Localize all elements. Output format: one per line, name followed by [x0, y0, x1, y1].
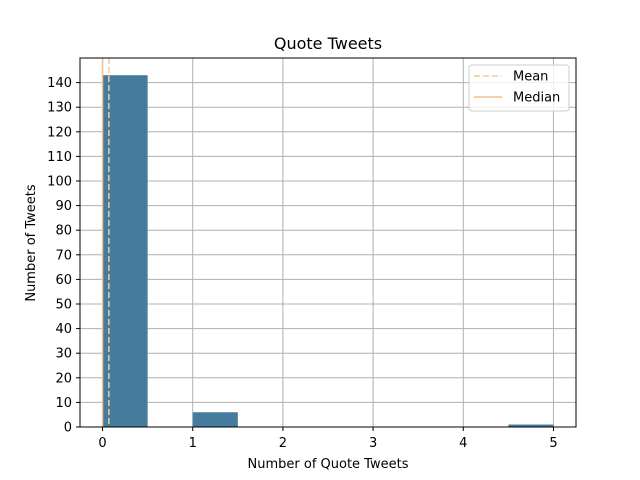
histogram-bars	[102, 75, 554, 427]
x-tick-label-2: 2	[279, 436, 287, 451]
histogram-bar-9	[508, 424, 554, 427]
y-tick-label-8: 80	[55, 224, 72, 239]
y-tick-label-2: 20	[55, 371, 72, 386]
y-tick-label-0: 0	[64, 421, 72, 436]
y-tick-label-6: 60	[55, 273, 72, 288]
x-axis-ticks: 0 1 2 3 4 5	[98, 427, 558, 451]
y-tick-label-5: 50	[55, 298, 72, 313]
x-tick-label-3: 3	[369, 436, 377, 451]
y-tick-label-11: 110	[47, 150, 72, 165]
grid-lines	[80, 58, 576, 428]
x-tick-label-0: 0	[98, 436, 106, 451]
y-tick-label-4: 40	[55, 322, 72, 337]
y-tick-label-7: 70	[55, 248, 72, 263]
y-axis-ticks: 0 10 20 30 40 50 60 70 80 90 100 110 120 130 140	[47, 76, 80, 436]
x-tick-label-4: 4	[459, 436, 467, 451]
y-tick-label-13: 130	[47, 101, 72, 116]
x-axis-title: Number of Quote Tweets	[248, 457, 409, 472]
y-axis-title: Number of Tweets	[24, 184, 39, 302]
y-tick-label-14: 140	[47, 76, 72, 91]
legend-mean-label: Mean	[513, 70, 548, 85]
y-tick-label-9: 90	[55, 199, 72, 214]
x-tick-label-1: 1	[189, 436, 197, 451]
histogram-bar-2	[192, 412, 238, 427]
statistic-lines	[101, 58, 110, 427]
histogram-bar-0	[102, 75, 148, 427]
y-tick-label-10: 100	[47, 175, 72, 190]
legend-median-label: Median	[513, 91, 560, 106]
plot-frame	[79, 57, 577, 428]
legend: Mean Median	[468, 64, 570, 112]
chart-title: Quote Tweets	[274, 34, 382, 53]
y-tick-label-3: 30	[55, 347, 72, 362]
x-tick-label-5: 5	[549, 436, 557, 451]
y-tick-label-12: 120	[47, 125, 72, 140]
y-tick-label-1: 10	[55, 396, 72, 411]
